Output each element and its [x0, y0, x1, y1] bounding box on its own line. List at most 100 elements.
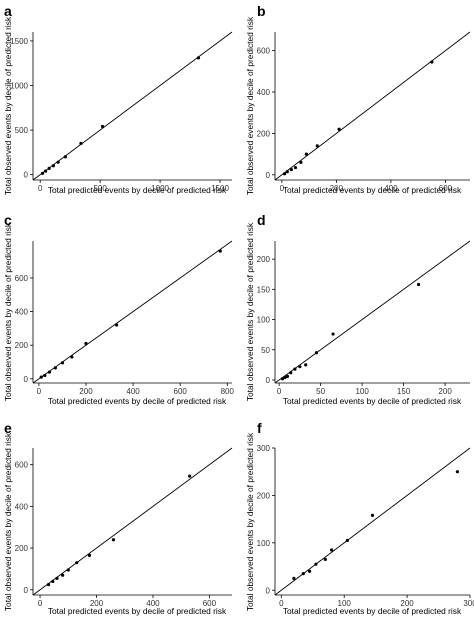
y-tick-label: 400 [15, 308, 29, 317]
data-point [285, 170, 289, 174]
x-axis-label: Total predicted events by decile of pred… [283, 606, 462, 616]
y-axis-label: Total observed events by decile of predi… [3, 16, 13, 195]
x-tick-label: 300 [463, 599, 474, 608]
data-point [79, 141, 83, 146]
x-tick-label: 200 [400, 599, 414, 608]
data-point [280, 377, 285, 381]
panel-letter: d [257, 212, 266, 228]
x-tick-label: 50 [316, 387, 325, 396]
panel-letter: b [257, 3, 266, 19]
y-axis-label: Total observed events by decile of predi… [245, 16, 255, 195]
data-point [100, 124, 105, 129]
x-tick-label: 400 [126, 387, 140, 396]
y-tick-label: 150 [257, 285, 271, 294]
x-tick-label: 0 [37, 387, 42, 396]
data-point [337, 127, 341, 131]
y-tick-label: 500 [15, 126, 29, 135]
x-tick-label: 0 [279, 599, 284, 608]
y-tick-label: 300 [257, 444, 271, 453]
data-point [299, 160, 303, 165]
x-axis-label: Total predicted events by decile of pred… [48, 396, 227, 406]
y-tick-label: 200 [257, 255, 271, 264]
y-tick-label: 1500 [10, 37, 28, 46]
identity-reference-line [32, 240, 233, 384]
data-point [196, 56, 201, 60]
y-tick-label: 400 [15, 502, 29, 511]
y-tick-label: 0 [266, 376, 271, 385]
x-axis-label: Total predicted events by decile of pred… [48, 185, 227, 195]
data-point [43, 169, 48, 173]
x-tick-label: 200 [438, 387, 452, 396]
data-point [292, 576, 296, 581]
data-point [315, 144, 319, 148]
x-tick-label: 400 [146, 599, 160, 608]
data-point [63, 155, 67, 159]
data-point [70, 355, 74, 359]
panel-letter: e [4, 420, 12, 436]
y-tick-label: 0 [24, 375, 29, 384]
data-point [430, 60, 434, 64]
data-point [40, 171, 45, 175]
y-tick-label: 200 [15, 544, 29, 553]
data-point [61, 573, 65, 577]
data-point [55, 576, 59, 580]
identity-reference-line [274, 240, 471, 384]
data-point [307, 569, 312, 573]
data-point [331, 332, 335, 336]
y-tick-label: 600 [15, 461, 29, 470]
data-point [188, 474, 192, 478]
x-tick-label: 800 [221, 387, 235, 396]
data-point [293, 367, 297, 371]
identity-reference-line [274, 31, 471, 181]
data-point [416, 282, 421, 287]
panel-f: f01002003000100200300Total predicted eve… [245, 420, 474, 616]
data-point [298, 365, 302, 369]
identity-reference-line [32, 447, 233, 596]
data-point [314, 351, 319, 355]
x-tick-label: 0 [38, 599, 43, 608]
x-tick-label: 1000 [151, 184, 169, 193]
y-tick-label: 50 [261, 346, 270, 355]
data-point [46, 582, 51, 587]
data-point [51, 164, 55, 168]
data-point [289, 371, 293, 375]
data-point [43, 373, 47, 378]
data-point [283, 375, 287, 380]
y-tick-label: 0 [24, 586, 29, 595]
y-axis-label: Total observed events by decile of predi… [3, 432, 13, 611]
data-point [218, 249, 222, 253]
y-tick-label: 200 [257, 491, 271, 500]
data-point [75, 561, 79, 565]
x-tick-label: 400 [384, 184, 398, 193]
x-tick-label: 200 [79, 387, 93, 396]
x-tick-label: 100 [338, 599, 352, 608]
y-tick-label: 200 [15, 341, 29, 350]
x-tick-label: 0 [280, 184, 285, 193]
data-point [282, 172, 287, 176]
data-point [53, 366, 57, 370]
data-point [47, 370, 52, 374]
data-point [115, 323, 119, 327]
data-point [455, 470, 460, 474]
panel-letter: c [4, 212, 12, 228]
data-point [285, 374, 290, 378]
panel-letter: a [4, 3, 12, 19]
y-tick-label: 100 [257, 539, 271, 548]
data-point [84, 341, 88, 346]
x-tick-label: 600 [439, 184, 453, 193]
x-tick-label: 600 [203, 599, 217, 608]
x-tick-label: 0 [277, 387, 282, 396]
data-point [66, 568, 70, 572]
data-point [51, 579, 55, 584]
x-tick-label: 200 [330, 184, 344, 193]
y-axis-label: Total observed events by decile of predi… [3, 222, 13, 401]
data-point [345, 538, 349, 543]
data-point [304, 152, 308, 156]
data-point [293, 165, 298, 170]
